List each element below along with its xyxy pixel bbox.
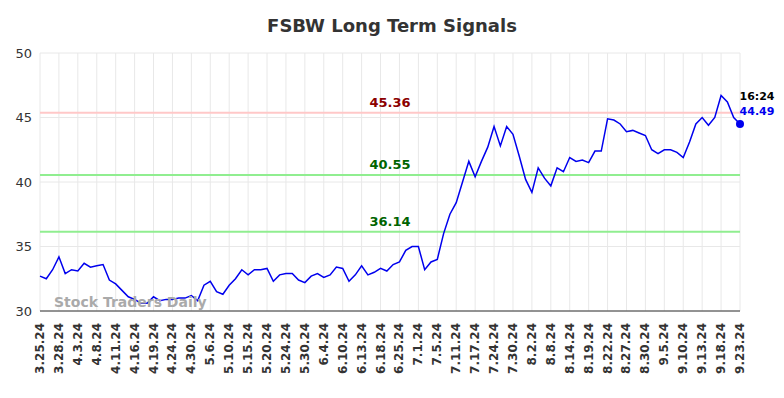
html-text:FSBW Long Term Signals: FSBW Long Term Signals — [267, 15, 517, 36]
svg-text:6.10.24: 6.10.24 — [336, 323, 350, 374]
svg-text:7.1.24: 7.1.24 — [411, 323, 425, 366]
svg-text:8.30.24: 8.30.24 — [638, 323, 652, 374]
svg-text:9.10.24: 9.10.24 — [676, 323, 690, 374]
svg-text:40: 40 — [15, 175, 32, 190]
svg-text:40.55: 40.55 — [369, 157, 410, 172]
svg-text:6.25.24: 6.25.24 — [392, 323, 406, 374]
svg-text:35: 35 — [15, 239, 32, 254]
svg-text:4.16.24: 4.16.24 — [128, 323, 142, 374]
svg-text:7.11.24: 7.11.24 — [449, 323, 463, 374]
svg-text:45: 45 — [15, 110, 32, 125]
svg-text:5.30.24: 5.30.24 — [298, 323, 312, 374]
svg-text:45.36: 45.36 — [369, 95, 410, 110]
svg-text:4.3.24: 4.3.24 — [71, 323, 85, 366]
svg-text:9.18.24: 9.18.24 — [714, 323, 728, 374]
svg-text:8.27.24: 8.27.24 — [619, 323, 633, 374]
svg-text:6.18.24: 6.18.24 — [374, 323, 388, 374]
svg-text:4.8.24: 4.8.24 — [90, 323, 104, 366]
svg-text:50: 50 — [15, 46, 32, 61]
svg-text:5.24.24: 5.24.24 — [279, 323, 293, 374]
svg-text:9.23.24: 9.23.24 — [733, 323, 747, 374]
svg-text:9.5.24: 9.5.24 — [657, 323, 671, 366]
svg-text:5.15.24: 5.15.24 — [241, 323, 255, 374]
svg-text:30: 30 — [15, 304, 32, 319]
svg-text:6.13.24: 6.13.24 — [355, 323, 369, 374]
svg-text:8.2.24: 8.2.24 — [525, 323, 539, 366]
svg-text:9.13.24: 9.13.24 — [695, 323, 709, 374]
svg-text:44.49: 44.49 — [740, 105, 775, 118]
svg-text:4.11.24: 4.11.24 — [109, 323, 123, 374]
svg-text:5.10.24: 5.10.24 — [222, 323, 236, 374]
svg-text:8.8.24: 8.8.24 — [544, 323, 558, 366]
svg-text:7.17.24: 7.17.24 — [468, 323, 482, 374]
svg-text:4.30.24: 4.30.24 — [184, 323, 198, 374]
svg-text:7.24.24: 7.24.24 — [487, 323, 501, 374]
svg-text:6.4.24: 6.4.24 — [317, 323, 331, 366]
svg-text:7.5.24: 7.5.24 — [430, 323, 444, 366]
html-text:Stock Traders Daily: Stock Traders Daily — [54, 294, 207, 310]
svg-text:8.19.24: 8.19.24 — [582, 323, 596, 374]
svg-text:8.22.24: 8.22.24 — [601, 323, 615, 374]
svg-text:3.25.24: 3.25.24 — [33, 323, 47, 374]
svg-text:5.6.24: 5.6.24 — [203, 323, 217, 366]
svg-text:3.28.24: 3.28.24 — [52, 323, 66, 374]
svg-text:8.14.24: 8.14.24 — [563, 323, 577, 374]
svg-text:16:24: 16:24 — [739, 90, 774, 103]
svg-text:4.24.24: 4.24.24 — [165, 323, 179, 374]
svg-text:7.30.24: 7.30.24 — [506, 323, 520, 374]
svg-text:36.14: 36.14 — [369, 214, 410, 229]
svg-text:5.20.24: 5.20.24 — [260, 323, 274, 374]
svg-text:4.19.24: 4.19.24 — [147, 323, 161, 374]
